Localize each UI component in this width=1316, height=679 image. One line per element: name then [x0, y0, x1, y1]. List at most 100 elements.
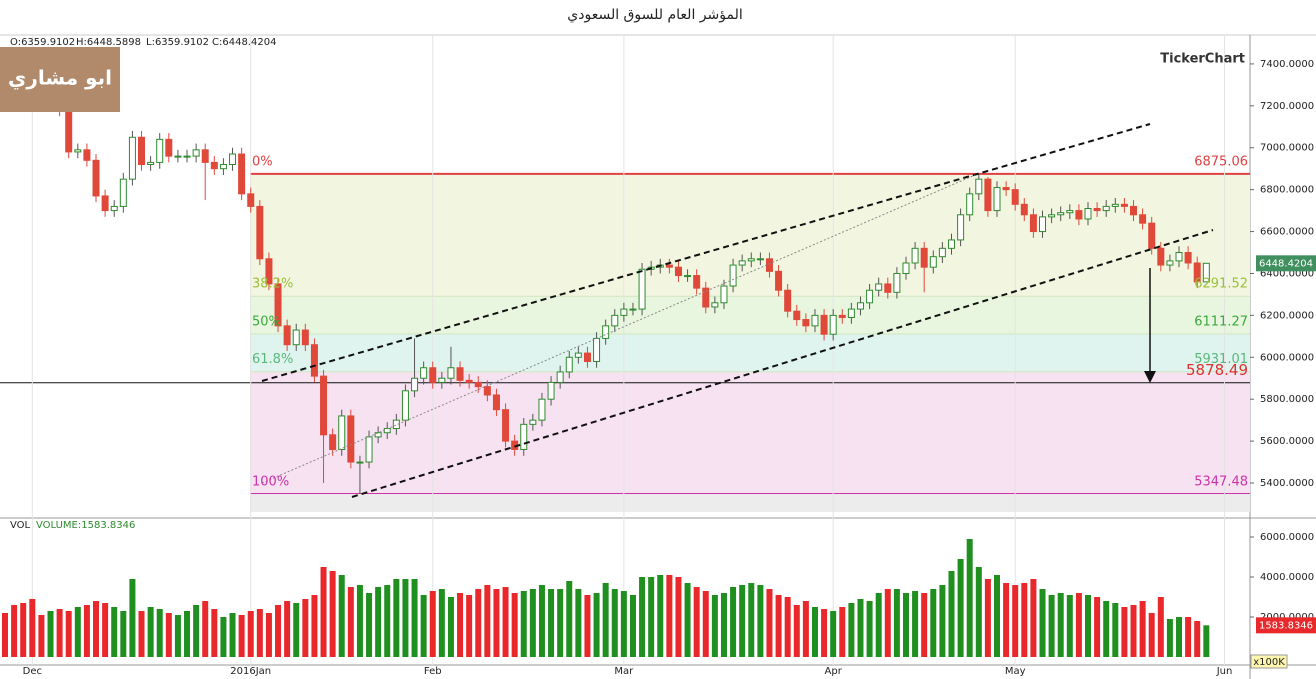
- candle-body: [729, 264, 737, 287]
- x-tick-label: 2016Jan: [230, 666, 271, 677]
- volume-bar: [402, 579, 409, 657]
- volume-bar: [320, 567, 327, 657]
- candle-body: [110, 205, 118, 212]
- candle-body: [884, 283, 892, 293]
- candle-body: [602, 325, 610, 339]
- trend-line: [261, 174, 976, 484]
- volume-bar: [1094, 597, 1101, 657]
- last-price-label: 6448.4204: [1259, 258, 1313, 269]
- volume-bar: [1085, 595, 1092, 657]
- candle-body: [65, 109, 73, 153]
- candle-body: [556, 371, 564, 383]
- volume-bar: [2, 613, 9, 657]
- candle-body: [611, 314, 619, 327]
- volume-bar: [202, 601, 209, 657]
- volume-bar: [511, 593, 518, 657]
- candle-body: [966, 193, 974, 216]
- volume-bar: [1012, 585, 1019, 657]
- volume-bar: [438, 589, 445, 657]
- volume-bar: [475, 589, 482, 657]
- volume-bar: [1203, 625, 1210, 657]
- volume-bar: [193, 605, 200, 657]
- fib-bands: [250, 172, 1250, 512]
- candle-body: [1020, 203, 1028, 216]
- volume-bar: [457, 593, 464, 657]
- volume-bar: [775, 595, 782, 657]
- candle-body: [429, 367, 437, 383]
- candle-body: [711, 302, 719, 308]
- volume-bar: [784, 597, 791, 657]
- ohlc-open: O:6359.9102: [10, 37, 75, 48]
- volume-bar: [993, 575, 1000, 657]
- volume-bar: [802, 601, 809, 657]
- fib-band: [250, 494, 1250, 512]
- candle-body: [238, 153, 246, 195]
- volume-label: VOL: [10, 520, 31, 531]
- y-tick-label: 6200.0000: [1260, 310, 1314, 321]
- volume-bar: [93, 601, 100, 657]
- candle-body: [629, 308, 637, 311]
- candle-body: [593, 337, 601, 362]
- volume-bar: [347, 587, 354, 657]
- fib-ratio-label: 61.8%: [252, 352, 293, 367]
- candle-body: [1066, 210, 1074, 214]
- volume-bar: [593, 593, 600, 657]
- fib-band: [250, 173, 1250, 297]
- volume-bar: [38, 615, 45, 657]
- fib-value-label: 6111.27: [1194, 314, 1248, 329]
- ohlc-close: C:6448.4204: [212, 37, 276, 48]
- volume-bar: [311, 595, 318, 657]
- volume-bar: [739, 585, 746, 657]
- candle-body: [1002, 187, 1010, 191]
- volume-bar: [1103, 601, 1110, 657]
- arrow-head: [1144, 371, 1156, 383]
- y-tick-label: 7200.0000: [1260, 101, 1314, 112]
- candle-body: [301, 329, 309, 346]
- volume-bar: [1130, 605, 1137, 657]
- candle-body: [893, 272, 901, 293]
- candle-body: [74, 149, 82, 153]
- candle-body: [502, 409, 510, 442]
- candle-body: [92, 159, 100, 197]
- last-volume-tag: [1256, 617, 1316, 634]
- volume-bar: [1166, 619, 1173, 657]
- volume-bar: [1176, 617, 1183, 657]
- volume-bar: [265, 613, 272, 657]
- fib-band: [250, 296, 1250, 334]
- volume-bar: [211, 609, 218, 657]
- volume-bar: [975, 567, 982, 657]
- fib-band: [250, 371, 1250, 495]
- y-tick-label: 7000.0000: [1260, 143, 1314, 154]
- candle-body: [775, 270, 783, 291]
- volume-bar: [138, 611, 145, 657]
- volume-bar: [957, 559, 964, 657]
- ohlc-high: H:6448.5898: [76, 37, 141, 48]
- candle-body: [156, 138, 164, 163]
- volume-tick-label: 6000.0000: [1260, 532, 1314, 543]
- candle-body: [1120, 203, 1128, 207]
- candle-body: [756, 258, 764, 261]
- candle-body: [265, 258, 273, 285]
- volume-bar: [629, 595, 636, 657]
- candle-body: [538, 398, 546, 421]
- volume-bar: [848, 603, 855, 657]
- y-tick-label: 6600.0000: [1260, 227, 1314, 238]
- candle-body: [1048, 214, 1056, 218]
- volume-bar: [1121, 607, 1128, 657]
- volume-bar: [984, 579, 991, 657]
- candle-body: [420, 367, 428, 379]
- volume-bar: [229, 613, 236, 657]
- candle-body: [119, 178, 127, 207]
- volume-bar: [866, 601, 873, 657]
- candle-body: [674, 266, 682, 277]
- candle-body: [1157, 247, 1165, 266]
- volume-bar: [657, 575, 664, 657]
- candle-body: [583, 352, 591, 362]
- candle-body: [310, 344, 318, 377]
- volume-tick-label: 4000.0000: [1260, 572, 1314, 583]
- candle-body: [920, 247, 928, 268]
- volume-bar: [711, 595, 718, 657]
- volume-bar: [648, 577, 655, 657]
- volume-bar: [74, 607, 81, 657]
- volume-bar: [529, 589, 536, 657]
